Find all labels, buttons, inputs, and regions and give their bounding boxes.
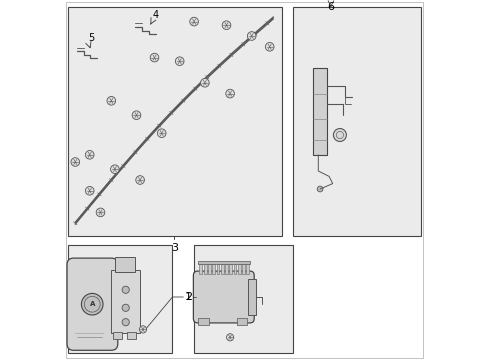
Circle shape xyxy=(136,176,144,184)
Circle shape xyxy=(96,208,104,217)
Bar xyxy=(115,257,134,272)
Text: 1: 1 xyxy=(185,292,192,302)
Circle shape xyxy=(157,129,166,138)
Bar xyxy=(68,245,172,353)
Text: 3: 3 xyxy=(170,243,178,253)
Bar xyxy=(242,264,244,274)
Bar xyxy=(194,245,292,353)
Bar xyxy=(224,264,227,274)
Bar xyxy=(220,264,223,274)
Bar xyxy=(127,332,136,339)
Bar xyxy=(203,264,206,274)
Circle shape xyxy=(333,129,346,141)
Circle shape xyxy=(225,89,234,98)
Circle shape xyxy=(139,326,146,333)
Text: A: A xyxy=(89,301,95,307)
Bar xyxy=(199,264,202,274)
Circle shape xyxy=(71,158,80,166)
Circle shape xyxy=(317,186,322,192)
Circle shape xyxy=(122,319,129,326)
Bar xyxy=(246,264,249,274)
Text: 2: 2 xyxy=(185,292,192,302)
Bar xyxy=(212,264,215,274)
Circle shape xyxy=(122,286,129,293)
Circle shape xyxy=(265,42,273,51)
Bar xyxy=(247,279,256,315)
Bar xyxy=(113,332,122,339)
FancyBboxPatch shape xyxy=(193,271,254,323)
Bar xyxy=(198,318,209,325)
Polygon shape xyxy=(312,68,326,155)
Circle shape xyxy=(200,78,209,87)
Bar xyxy=(197,261,249,264)
Circle shape xyxy=(189,17,198,26)
Bar xyxy=(292,7,420,236)
Circle shape xyxy=(150,53,159,62)
Bar xyxy=(68,7,282,236)
Circle shape xyxy=(247,32,256,40)
Bar xyxy=(233,264,236,274)
Text: 6: 6 xyxy=(327,2,334,12)
Circle shape xyxy=(132,111,141,120)
Circle shape xyxy=(81,293,103,315)
Circle shape xyxy=(85,186,94,195)
Circle shape xyxy=(175,57,183,66)
Bar xyxy=(207,264,210,274)
Circle shape xyxy=(122,304,129,311)
Circle shape xyxy=(226,334,233,341)
Circle shape xyxy=(222,21,230,30)
Bar xyxy=(216,264,219,274)
FancyBboxPatch shape xyxy=(67,258,118,350)
Text: 4: 4 xyxy=(152,10,159,20)
Bar xyxy=(229,264,232,274)
Circle shape xyxy=(107,96,115,105)
Bar xyxy=(237,264,240,274)
Circle shape xyxy=(85,150,94,159)
Bar xyxy=(111,270,140,333)
Text: 5: 5 xyxy=(88,33,94,43)
Circle shape xyxy=(110,165,119,174)
Bar xyxy=(236,318,247,325)
